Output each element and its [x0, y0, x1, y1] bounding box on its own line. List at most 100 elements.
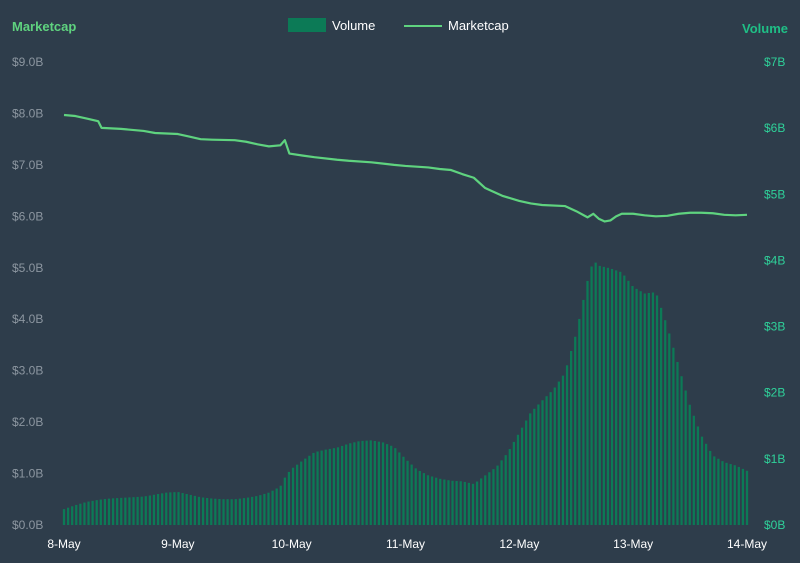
- x-tick-label: 14-May: [727, 537, 767, 551]
- volume-bar: [565, 365, 569, 525]
- volume-bar: [394, 448, 397, 525]
- volume-bar: [398, 452, 401, 525]
- right-tick-label: $4B: [764, 253, 785, 267]
- volume-bar: [197, 496, 201, 525]
- volume-bar: [161, 493, 164, 525]
- volume-bar: [704, 443, 708, 525]
- volume-bar: [594, 262, 597, 525]
- right-tick-label: $1B: [764, 452, 785, 466]
- volume-bar: [373, 440, 376, 525]
- volume-bar: [561, 375, 565, 525]
- volume-bar: [471, 483, 475, 525]
- legend-volume-swatch: [288, 18, 326, 32]
- volume-bar: [414, 468, 417, 525]
- volume-bar: [353, 442, 356, 525]
- volume-bar: [590, 266, 593, 525]
- volume-bar: [66, 507, 70, 525]
- left-tick-label: $3.0B: [12, 364, 43, 378]
- volume-bar: [357, 441, 360, 525]
- volume-bar: [504, 455, 507, 525]
- volume-bar: [463, 481, 466, 525]
- volume-bar: [659, 307, 663, 525]
- volume-bar: [480, 478, 483, 525]
- volume-bar: [574, 336, 577, 525]
- volume-bar: [459, 481, 462, 525]
- legend-item-volume[interactable]: Volume: [288, 18, 375, 33]
- volume-bar: [598, 265, 601, 525]
- volume-bar: [639, 291, 642, 525]
- volume-bar: [443, 479, 446, 525]
- left-tick-label: $4.0B: [12, 312, 43, 326]
- right-tick-label: $3B: [764, 320, 785, 334]
- volume-bar: [729, 464, 732, 525]
- volume-bar: [120, 497, 123, 525]
- volume-bar: [136, 496, 139, 525]
- legend-volume-label: Volume: [332, 18, 375, 33]
- volume-bar: [340, 445, 344, 525]
- volume-bar: [218, 498, 221, 525]
- volume-bar: [246, 497, 250, 525]
- volume-bar: [402, 456, 405, 525]
- volume-bar: [255, 496, 258, 525]
- volume-bar: [201, 497, 205, 525]
- volume-bar: [557, 381, 560, 525]
- volume-bar: [304, 458, 307, 525]
- left-tick-label: $7.0B: [12, 158, 43, 172]
- volume-bar: [361, 440, 364, 525]
- volume-bar: [520, 427, 524, 525]
- volume-bar: [71, 506, 74, 525]
- volume-bar: [553, 387, 556, 525]
- x-axis-ticks: 8-May 9-May 10-May 11-May 12-May 13-May 14-May: [47, 537, 767, 551]
- left-tick-label: $8.0B: [12, 106, 43, 120]
- volume-bar: [541, 400, 544, 525]
- volume-bar: [193, 495, 196, 525]
- volume-bar: [508, 449, 511, 525]
- volume-bar: [234, 499, 237, 525]
- left-tick-label: $9.0B: [12, 55, 43, 69]
- volume-bar: [79, 503, 82, 525]
- volume-bar: [381, 442, 385, 525]
- volume-bar: [345, 444, 348, 525]
- volume-bar: [296, 464, 299, 525]
- volume-bar: [156, 494, 160, 525]
- volume-bar: [451, 480, 454, 525]
- volume-bar: [238, 498, 241, 525]
- volume-bar: [75, 504, 78, 525]
- volume-bar: [602, 266, 605, 525]
- volume-bar: [725, 462, 728, 525]
- marketcap-line-group: [63, 113, 748, 223]
- right-tick-label: $0B: [764, 518, 785, 532]
- volume-bar: [439, 478, 442, 525]
- volume-bar: [745, 470, 749, 525]
- x-tick-label: 12-May: [499, 537, 539, 551]
- volume-bar: [62, 509, 66, 525]
- volume-bar: [271, 490, 274, 525]
- volume-bar: [516, 434, 520, 525]
- volume-bar: [623, 275, 626, 525]
- volume-bar: [615, 270, 618, 525]
- volume-bar: [610, 268, 614, 525]
- right-axis-ticks: $0B $1B $2B $3B $4B $5B $6B $7B: [764, 55, 785, 532]
- volume-bar: [406, 460, 409, 525]
- volume-bar: [107, 498, 111, 525]
- volume-bar: [426, 475, 430, 525]
- volume-bar: [116, 498, 119, 525]
- volume-bar: [206, 497, 209, 525]
- volume-bar: [332, 448, 336, 525]
- volume-bar: [512, 441, 516, 525]
- legend-item-marketcap[interactable]: Marketcap: [404, 18, 509, 33]
- volume-bar: [668, 333, 671, 525]
- volume-bar: [99, 499, 102, 525]
- volume-bar: [369, 440, 372, 525]
- volume-bar: [181, 493, 184, 525]
- volume-bar: [627, 280, 630, 525]
- volume-bar: [578, 318, 581, 525]
- volume-bar: [684, 390, 687, 525]
- volume-bar: [496, 465, 499, 525]
- volume-bar: [111, 498, 115, 525]
- volume-bar: [226, 499, 229, 525]
- volume-bar: [672, 347, 675, 525]
- volume-bar: [390, 445, 393, 525]
- volume-bar: [635, 288, 638, 525]
- volume-bar: [300, 461, 303, 525]
